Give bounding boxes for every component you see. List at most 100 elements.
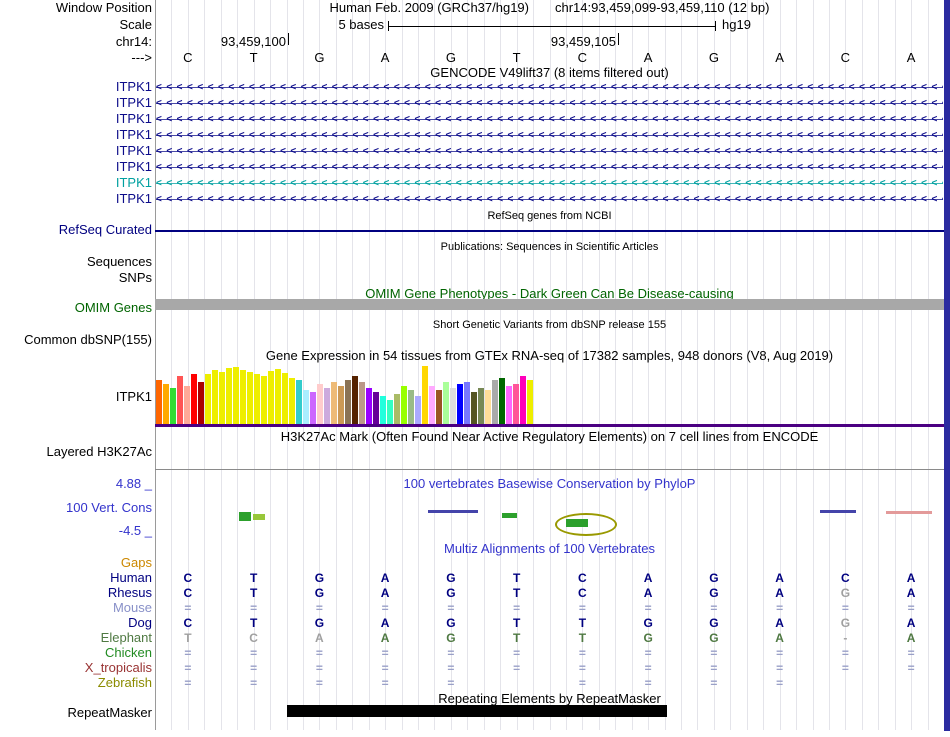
gtex-tissue-bar[interactable] <box>366 388 372 424</box>
species-label: Elephant <box>100 630 152 645</box>
publications-title[interactable]: Publications: Sequences in Scientific Ar… <box>440 241 659 253</box>
gtex-tissue-bar[interactable] <box>373 392 379 424</box>
gtex-tissue-bar[interactable] <box>163 384 169 424</box>
gtex-tissue-bar[interactable] <box>170 388 176 424</box>
gtex-tissue-bar[interactable] <box>380 396 386 424</box>
gtex-tissue-bar[interactable] <box>205 374 211 424</box>
repeat-element-item[interactable] <box>287 705 667 717</box>
gtex-tissue-bar[interactable] <box>513 384 519 424</box>
window-position-label: Window Position <box>55 0 152 15</box>
phylop-mark <box>820 510 856 513</box>
gencode-item-label: ITPK1 <box>115 95 152 110</box>
track-drag-bar[interactable] <box>944 0 950 731</box>
gtex-tissue-bar[interactable] <box>296 380 302 424</box>
gtex-tissue-bar[interactable] <box>219 372 225 424</box>
alignment-base: = <box>644 646 652 660</box>
gtex-tissue-bar[interactable] <box>324 388 330 424</box>
gtex-tissue-bar[interactable] <box>345 380 351 424</box>
gtex-tissue-bar[interactable] <box>289 378 295 424</box>
alignment-base: = <box>710 661 718 675</box>
gridline <box>861 0 863 730</box>
gtex-tissue-bar[interactable] <box>457 384 463 424</box>
gtex-tissue-bar[interactable] <box>387 400 393 424</box>
gridline <box>894 0 896 730</box>
gtex-tissue-bar[interactable] <box>226 368 232 424</box>
gridline <box>302 0 304 730</box>
gencode-transcript[interactable]: <<<<<<<<<<<<<<<<<<<<<<<<<<<<<<<<<<<<<<<<… <box>156 129 943 142</box>
gtex-tissue-bar[interactable] <box>408 390 414 424</box>
gtex-tissue-bar[interactable] <box>401 386 407 424</box>
multiz-title[interactable]: Multiz Alignments of 100 Vertebrates <box>443 541 655 556</box>
gtex-tissue-bar[interactable] <box>450 388 456 424</box>
gtex-tissue-bar[interactable] <box>429 386 435 424</box>
gencode-transcript[interactable]: <<<<<<<<<<<<<<<<<<<<<<<<<<<<<<<<<<<<<<<<… <box>156 81 943 94</box>
h3k27ac-label: Layered H3K27Ac <box>46 444 152 459</box>
gtex-tissue-bar[interactable] <box>275 369 281 424</box>
intron-line <box>156 87 943 88</box>
gtex-tissue-bar[interactable] <box>247 372 253 424</box>
gtex-tissue-bar[interactable] <box>478 388 484 424</box>
gtex-tissue-bar[interactable] <box>310 392 316 424</box>
alignment-base: - <box>843 631 848 645</box>
phylop-title[interactable]: 100 vertebrates Basewise Conservation by… <box>403 476 696 491</box>
alignment-base: C <box>183 586 193 600</box>
intron-line <box>156 183 943 184</box>
gtex-tissue-bar[interactable] <box>233 367 239 424</box>
gtex-tissue-bar[interactable] <box>177 376 183 424</box>
gtex-tissue-bar[interactable] <box>261 376 267 424</box>
alignment-base: = <box>250 601 258 615</box>
gtex-tissue-bar[interactable] <box>520 376 526 424</box>
gtex-tissue-bar[interactable] <box>268 371 274 424</box>
omim-title[interactable]: OMIM Gene Phenotypes - Dark Green Can Be… <box>365 286 734 301</box>
gtex-tissue-bar[interactable] <box>443 382 449 424</box>
gtex-tissue-bar[interactable] <box>436 390 442 424</box>
gtex-tissue-bar[interactable] <box>317 384 323 424</box>
gtex-tissue-bar[interactable] <box>394 394 400 424</box>
gtex-title[interactable]: Gene Expression in 54 tissues from GTEx … <box>265 348 834 363</box>
gtex-tissue-bar[interactable] <box>191 374 197 424</box>
dbsnp-title[interactable]: Short Genetic Variants from dbSNP releas… <box>432 319 667 331</box>
gencode-transcript[interactable]: <<<<<<<<<<<<<<<<<<<<<<<<<<<<<<<<<<<<<<<<… <box>156 113 943 126</box>
gencode-transcript[interactable]: <<<<<<<<<<<<<<<<<<<<<<<<<<<<<<<<<<<<<<<<… <box>156 97 943 110</box>
alignment-base: = <box>578 676 586 690</box>
gencode-transcript[interactable]: <<<<<<<<<<<<<<<<<<<<<<<<<<<<<<<<<<<<<<<<… <box>156 145 943 158</box>
gtex-tissue-bar[interactable] <box>212 370 218 424</box>
gtex-tissue-bar[interactable] <box>240 370 246 424</box>
repeatmasker-title[interactable]: Repeating Elements by RepeatMasker <box>438 691 661 706</box>
gtex-tissue-bar[interactable] <box>331 382 337 424</box>
gtex-tissue-bar[interactable] <box>471 392 477 424</box>
gtex-tissue-bar[interactable] <box>464 382 470 424</box>
gencode-transcript[interactable]: <<<<<<<<<<<<<<<<<<<<<<<<<<<<<<<<<<<<<<<<… <box>156 193 943 206</box>
omim-gene-item[interactable] <box>155 299 950 310</box>
gtex-tissue-bar[interactable] <box>156 380 162 424</box>
gtex-tissue-bar[interactable] <box>338 386 344 424</box>
gtex-tissue-bar[interactable] <box>485 390 491 424</box>
gtex-tissue-bar[interactable] <box>352 376 358 424</box>
gridline <box>598 0 600 730</box>
gencode-transcript[interactable]: <<<<<<<<<<<<<<<<<<<<<<<<<<<<<<<<<<<<<<<<… <box>156 161 943 174</box>
species-label: Chicken <box>105 645 152 660</box>
gtex-tissue-bar[interactable] <box>184 386 190 424</box>
gencode-title[interactable]: GENCODE V49lift37 (8 items filtered out) <box>430 65 669 80</box>
phylop-mark <box>239 512 251 521</box>
h3k27ac-title[interactable]: H3K27Ac Mark (Often Found Near Active Re… <box>280 429 819 444</box>
omim-genes-label: OMIM Genes <box>74 300 152 315</box>
gtex-tissue-bar[interactable] <box>303 390 309 424</box>
strand-arrows-icon: <<<<<<<<<<<<<<<<<<<<<<<<<<<<<<<<<<<<<<<<… <box>156 194 943 205</box>
gridline <box>681 0 682 730</box>
gtex-tissue-bar[interactable] <box>506 386 512 424</box>
gtex-tissue-bar[interactable] <box>527 380 533 424</box>
refseq-title[interactable]: RefSeq genes from NCBI <box>487 210 612 222</box>
refseq-curated-item[interactable] <box>155 230 944 232</box>
gtex-tissue-bar[interactable] <box>359 382 365 424</box>
gtex-tissue-bar[interactable] <box>282 373 288 424</box>
gtex-tissue-bar[interactable] <box>422 366 428 424</box>
gtex-tissue-bar[interactable] <box>499 378 505 424</box>
gencode-transcript[interactable]: <<<<<<<<<<<<<<<<<<<<<<<<<<<<<<<<<<<<<<<<… <box>156 177 943 190</box>
gtex-tissue-bar[interactable] <box>198 382 204 424</box>
gtex-tissue-bar[interactable] <box>415 396 421 424</box>
gtex-tissue-bar[interactable] <box>492 380 498 424</box>
base-letter: G <box>445 50 456 65</box>
gtex-tissue-bar[interactable] <box>254 374 260 424</box>
